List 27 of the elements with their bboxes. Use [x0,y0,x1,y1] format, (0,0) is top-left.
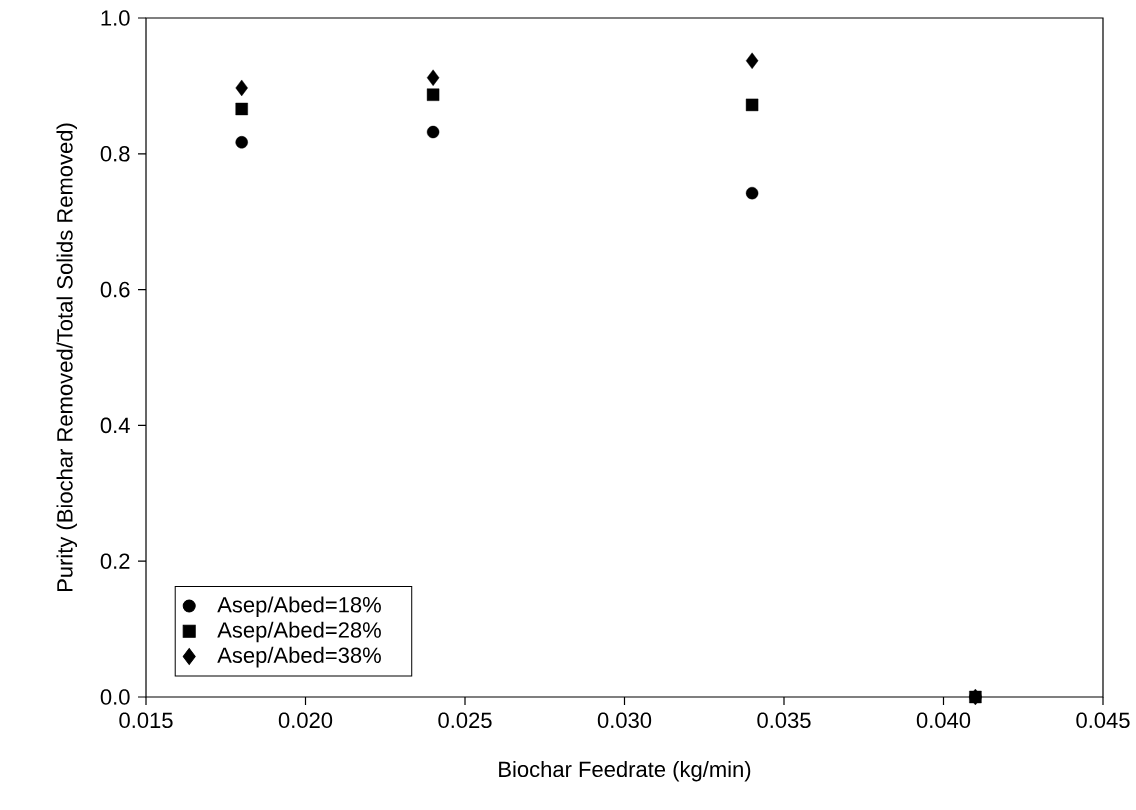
y-tick-label: 0.8 [100,145,130,162]
point [426,69,440,86]
x-axis-title: Biochar Feedrate (kg/min) [499,760,751,782]
y-tick-label: 0.4 [100,417,130,434]
legend-label: Asep/Abed=28% [217,621,381,643]
point [235,136,248,149]
y-tick-label: 0.2 [100,553,130,569]
y-tick-label: 0.0 [100,689,130,705]
y-tick-label: 1.0 [101,10,130,26]
x-tick-label: 0.025 [438,712,492,729]
legend-label: Asep/Abed=38% [217,646,381,668]
point [745,98,759,112]
point [745,52,759,69]
point [426,125,440,139]
x-tick-label: 0.040 [916,712,971,729]
point [235,102,248,116]
x-tick-label: 0.030 [597,712,652,729]
x-tick-label: 0.045 [1076,712,1130,729]
point [745,186,759,200]
legend-label: Asep/Abed=18% [217,596,381,617]
point [426,88,440,101]
x-tick-label: 0.020 [278,712,333,729]
y-axis-title: Purity (Biochar Removed/Total Solids Removed) [56,123,78,592]
point [235,79,248,97]
x-tick-label: 0.035 [757,712,811,729]
y-tick-label: 0.6 [100,281,130,298]
x-tick-label: 0.015 [119,712,173,729]
